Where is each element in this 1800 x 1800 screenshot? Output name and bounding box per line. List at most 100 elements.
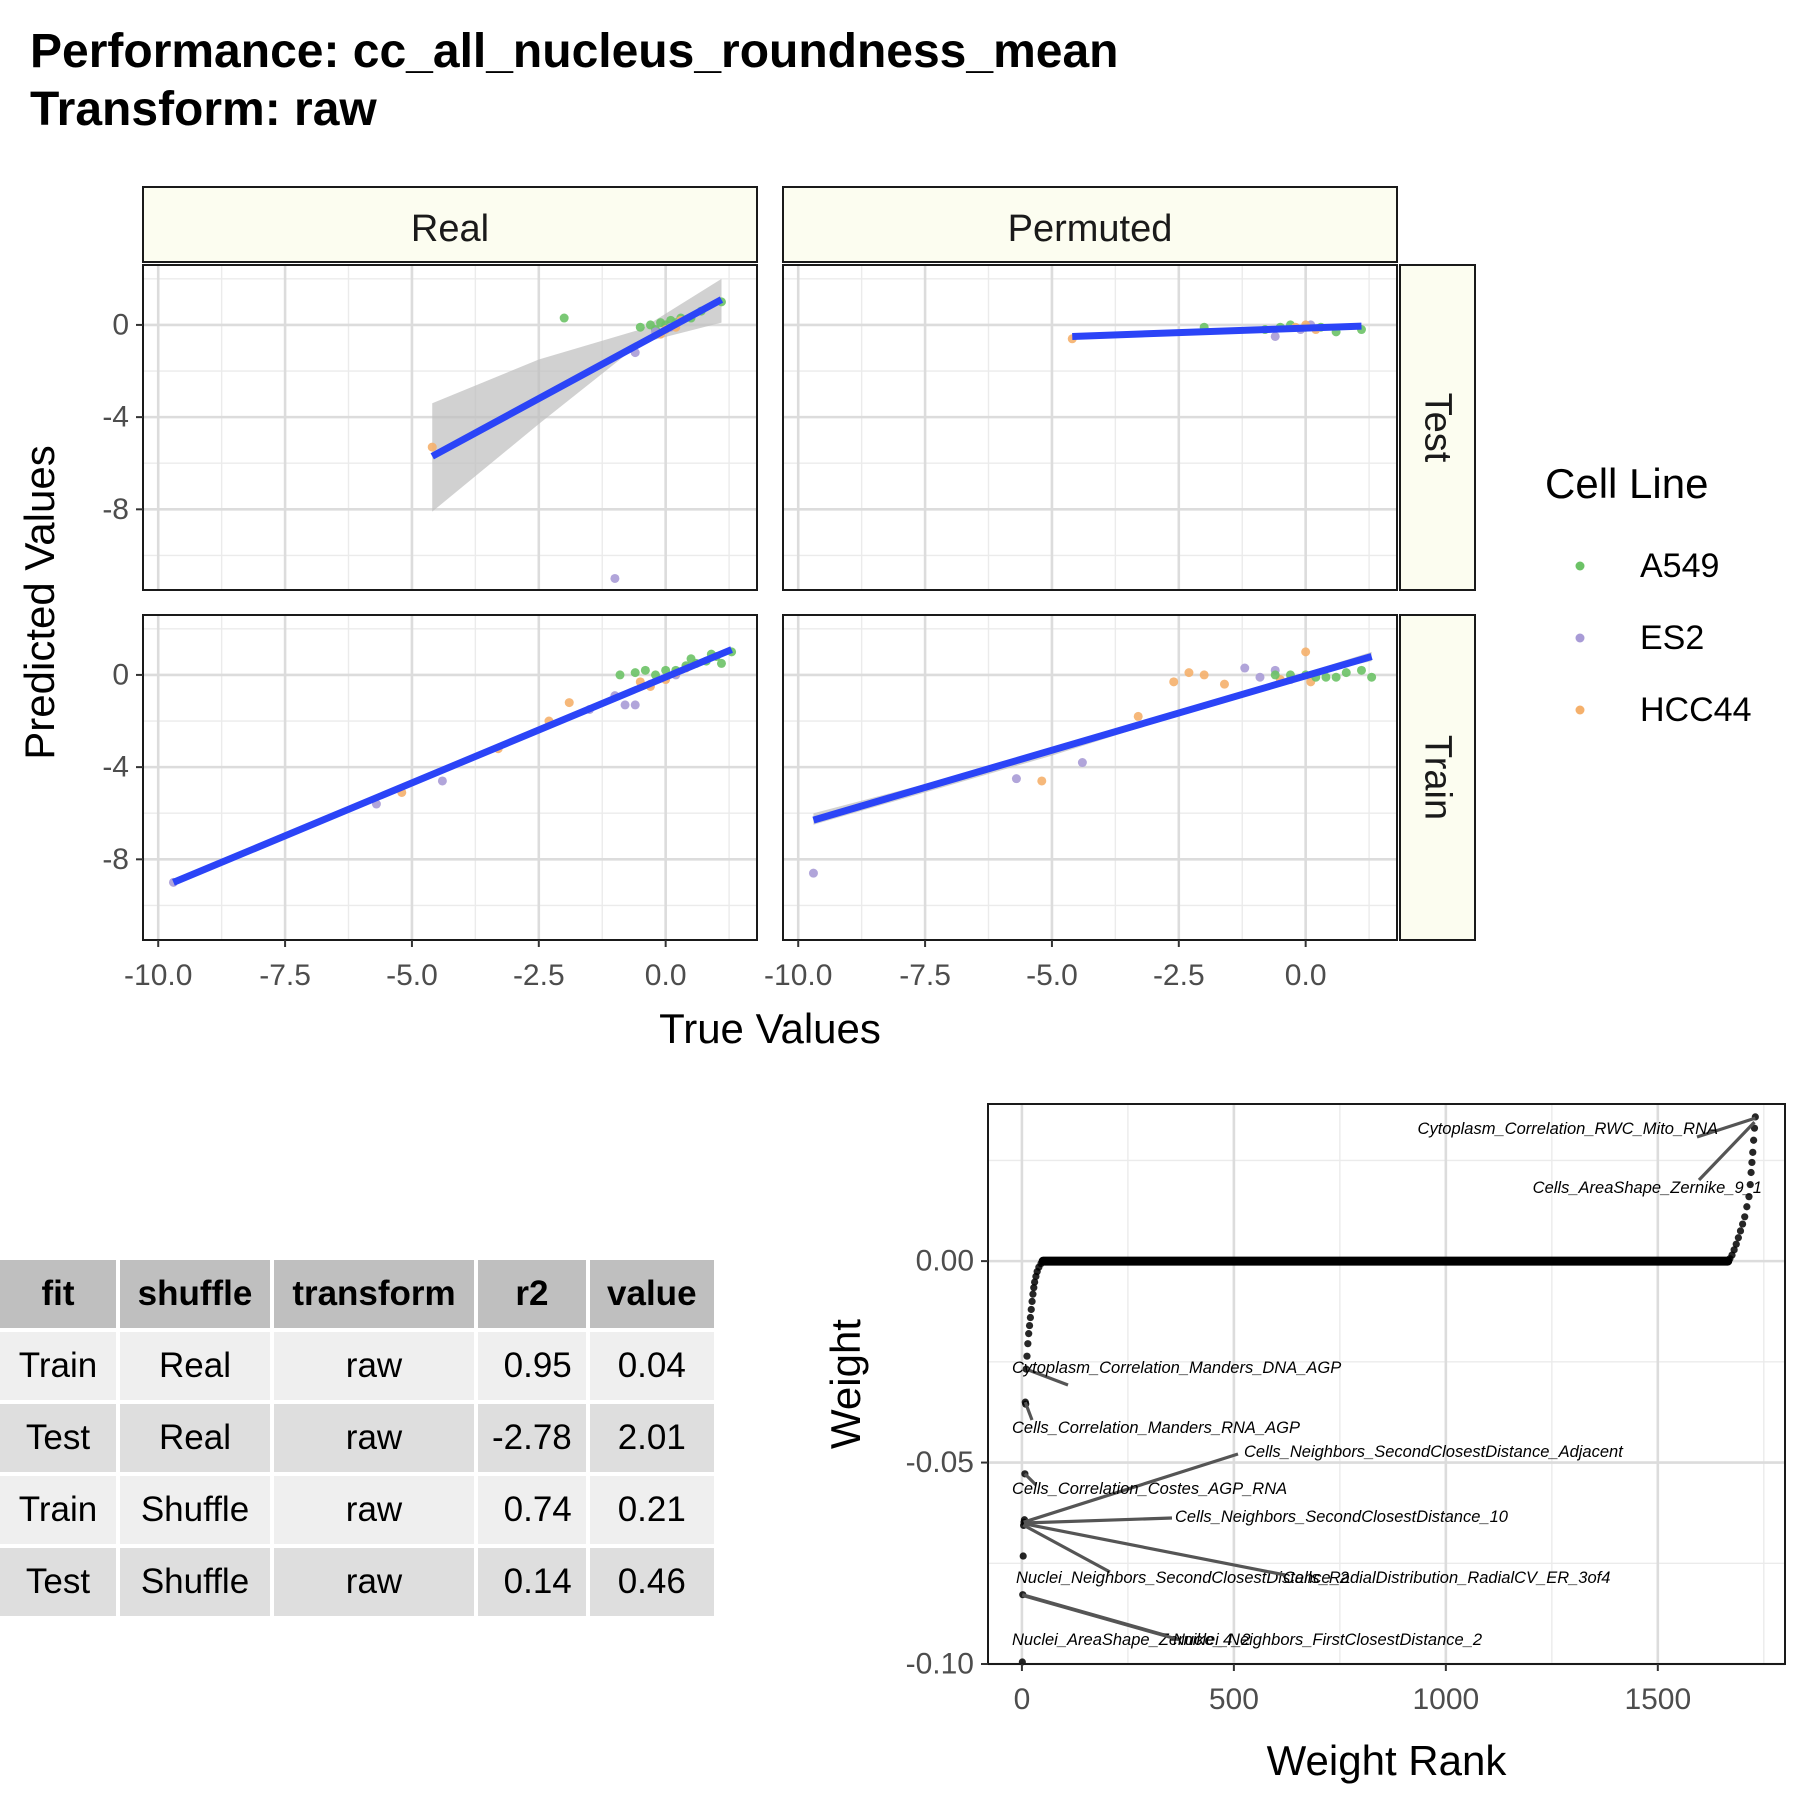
table-row: Test Shuffle raw 0.14 0.46 xyxy=(0,1548,714,1616)
panel-border xyxy=(142,614,758,941)
data-point xyxy=(1039,1257,1047,1265)
feature-label: Nuclei_Neighbors_SecondClosestDistance_2 xyxy=(1016,1569,1349,1587)
facet-strip-label: Real xyxy=(411,208,489,250)
data-point xyxy=(1019,1591,1027,1599)
table-header-cell: fit xyxy=(0,1260,116,1328)
data-point-es2 xyxy=(1077,758,1087,768)
chart-title-line2: Transform: raw xyxy=(30,83,377,136)
data-point-a549 xyxy=(559,313,569,323)
table-row: Train Shuffle raw 0.74 0.21 xyxy=(0,1476,714,1544)
label-leader-line xyxy=(1023,1472,1038,1487)
data-point-hcc44 xyxy=(564,698,574,708)
table-header-row: fit shuffle transform r2 value xyxy=(0,1260,714,1328)
x-tick-label: 500 xyxy=(1209,1683,1259,1716)
regression-line xyxy=(430,296,724,460)
feature-label: Cells_AreaShape_Zernike_9_1 xyxy=(1533,1179,1762,1197)
data-point-es2 xyxy=(610,573,620,583)
table-cell: 0.46 xyxy=(589,1548,714,1616)
y-tick-label: -0.05 xyxy=(906,1446,974,1479)
data-point xyxy=(1026,1313,1034,1322)
table-cell: Test xyxy=(0,1404,116,1472)
data-point-hcc44 xyxy=(1301,647,1311,657)
label-leader-line xyxy=(1022,1523,1111,1574)
data-point xyxy=(1726,1255,1734,1263)
data-point xyxy=(1029,1290,1037,1298)
x-tick-label: 1000 xyxy=(1412,1683,1479,1716)
facet-strip-label: Permuted xyxy=(1008,208,1173,250)
label-leader-line xyxy=(1023,1452,1239,1524)
legend-key-es2 xyxy=(1575,633,1585,643)
data-point xyxy=(1743,1203,1751,1211)
data-point xyxy=(1032,1272,1040,1281)
regression-line xyxy=(1072,322,1362,340)
legend-key-hcc44 xyxy=(1575,705,1585,715)
y-tick-label: 0 xyxy=(112,658,129,691)
data-point-es2 xyxy=(1240,663,1250,673)
x-tick-label: -5.0 xyxy=(386,959,438,992)
table-cell: 0.95 xyxy=(478,1332,586,1400)
feature-label: Cells_RadialDistribution_RadialCV_ER_3of… xyxy=(1283,1569,1610,1587)
data-point xyxy=(1745,1193,1753,1201)
table-cell: Shuffle xyxy=(120,1548,270,1616)
panel-border xyxy=(987,1103,1786,1665)
data-point-a549 xyxy=(716,658,726,668)
table-header-cell: shuffle xyxy=(120,1260,270,1328)
table-cell: Real xyxy=(120,1332,270,1400)
legend-key-a549 xyxy=(1575,561,1585,571)
x-tick-label: 0 xyxy=(1014,1683,1031,1716)
y-tick-label: -0.10 xyxy=(906,1648,974,1681)
table-cell: -2.78 xyxy=(478,1404,586,1472)
data-point-a549 xyxy=(615,670,625,680)
x-tick-label: -7.5 xyxy=(259,959,311,992)
facet-panel-permuted-train xyxy=(782,614,1398,941)
table-cell: Test xyxy=(0,1548,116,1616)
data-point xyxy=(1747,1168,1755,1177)
facet-panel-real-test xyxy=(142,264,758,591)
facet-strip-test xyxy=(1399,264,1476,591)
data-point-hcc44 xyxy=(1169,677,1179,687)
data-point xyxy=(1739,1220,1747,1228)
data-point-a549 xyxy=(630,668,640,678)
data-point-a549 xyxy=(1367,672,1377,682)
data-point xyxy=(1736,1227,1745,1235)
panel-background xyxy=(988,1104,1785,1664)
table-header-cell: value xyxy=(589,1260,714,1328)
table-row: Train Real raw 0.95 0.04 xyxy=(0,1332,714,1400)
x-tick-label: -10.0 xyxy=(764,959,832,992)
y-tick-label: -4 xyxy=(102,401,129,434)
y-tick-label: 0.00 xyxy=(916,1245,974,1278)
table-row: Test Real raw -2.78 2.01 xyxy=(0,1404,714,1472)
table-cell: raw xyxy=(274,1404,474,1472)
panel-background xyxy=(143,615,757,940)
data-point-a549 xyxy=(686,654,696,664)
label-leader-line xyxy=(1696,1116,1756,1139)
feature-label: Nuclei_AreaShape_Zernike_4_2 xyxy=(1012,1631,1251,1649)
data-point xyxy=(1734,1234,1742,1242)
data-point-hcc44 xyxy=(1133,711,1143,721)
feature-label: Cells_Correlation_Costes_AGP_RNA xyxy=(1012,1480,1287,1498)
data-point xyxy=(1027,1305,1035,1314)
table-cell: 0.74 xyxy=(478,1476,586,1544)
y-tick-label: -8 xyxy=(102,493,129,526)
data-point xyxy=(1749,1148,1757,1156)
panel-border xyxy=(782,264,1398,591)
y-tick-label: -8 xyxy=(102,843,129,876)
facet-panel-real-train xyxy=(142,614,758,941)
label-leader-line xyxy=(1697,1121,1756,1182)
feature-label: Cells_Correlation_Manders_RNA_AGP xyxy=(1012,1419,1300,1437)
data-point xyxy=(1023,1352,1031,1360)
data-point xyxy=(1020,1516,1029,1524)
feature-label: Cytoplasm_Correlation_Manders_DNA_AGP xyxy=(1012,1359,1341,1377)
label-leader-line xyxy=(1025,1367,1069,1387)
table-cell: raw xyxy=(274,1476,474,1544)
table-cell: raw xyxy=(274,1548,474,1616)
panel-marks xyxy=(168,646,737,887)
table-cell: 0.04 xyxy=(589,1332,714,1400)
feature-label: Cytoplasm_Correlation_RWC_Mito_RNA xyxy=(1418,1120,1718,1138)
data-point xyxy=(1728,1251,1736,1259)
data-point-es2 xyxy=(1255,672,1265,682)
data-point-hcc44 xyxy=(427,442,437,452)
data-point-es2 xyxy=(630,700,640,710)
label-leader-line xyxy=(1023,1516,1173,1525)
data-point xyxy=(1724,1257,1732,1265)
